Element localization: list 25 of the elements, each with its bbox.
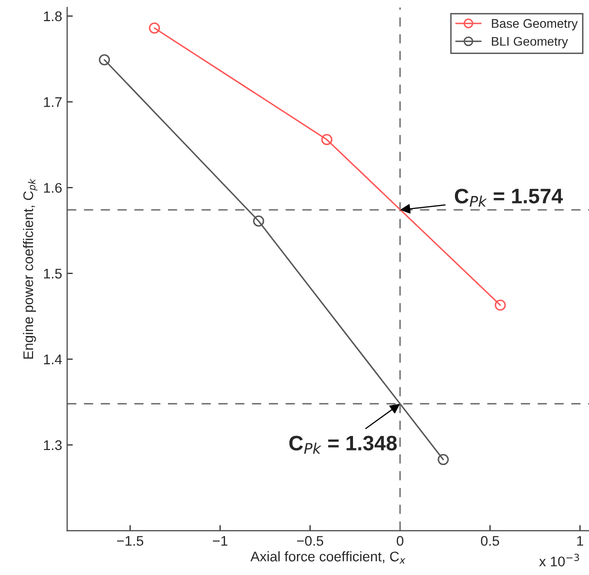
y-tick-label: 1.3 xyxy=(44,440,62,450)
annotation: C$_{Pk}$ = 1.574 xyxy=(454,188,563,207)
x-tick-label: −1 xyxy=(212,536,228,546)
x-tick-label: 0 xyxy=(396,536,404,546)
annotation: C$_{Pk}$ = 1.348 xyxy=(289,436,397,454)
y-tick-label: 1.4 xyxy=(44,354,62,364)
x-tick-label: 1 xyxy=(577,536,584,546)
y-tick-label: 1.5 xyxy=(44,268,62,279)
legend-label: Base Geometry xyxy=(492,19,578,30)
point xyxy=(494,300,506,311)
point xyxy=(98,54,110,66)
y-tick-label: 1.8 xyxy=(44,11,62,22)
y-tick-label: 1.6 xyxy=(44,182,62,193)
text: x 10$^{−3}$ xyxy=(539,554,579,566)
point xyxy=(253,216,264,227)
legend-label: BLI Geometry xyxy=(492,36,568,48)
x-tick-label: −0.5 xyxy=(297,536,324,546)
point xyxy=(148,22,160,34)
x-axis-title: Axial force coefficient, C$_{x}$ xyxy=(250,551,406,564)
y-axis-title: Engine power coefficient, C$_{pk}$ xyxy=(22,178,38,359)
point xyxy=(321,134,332,146)
x-tick-label: −1.5 xyxy=(117,536,144,546)
x-tick-label: 0.5 xyxy=(480,536,500,546)
point xyxy=(438,454,449,466)
y-tick-label: 1.7 xyxy=(44,97,62,107)
